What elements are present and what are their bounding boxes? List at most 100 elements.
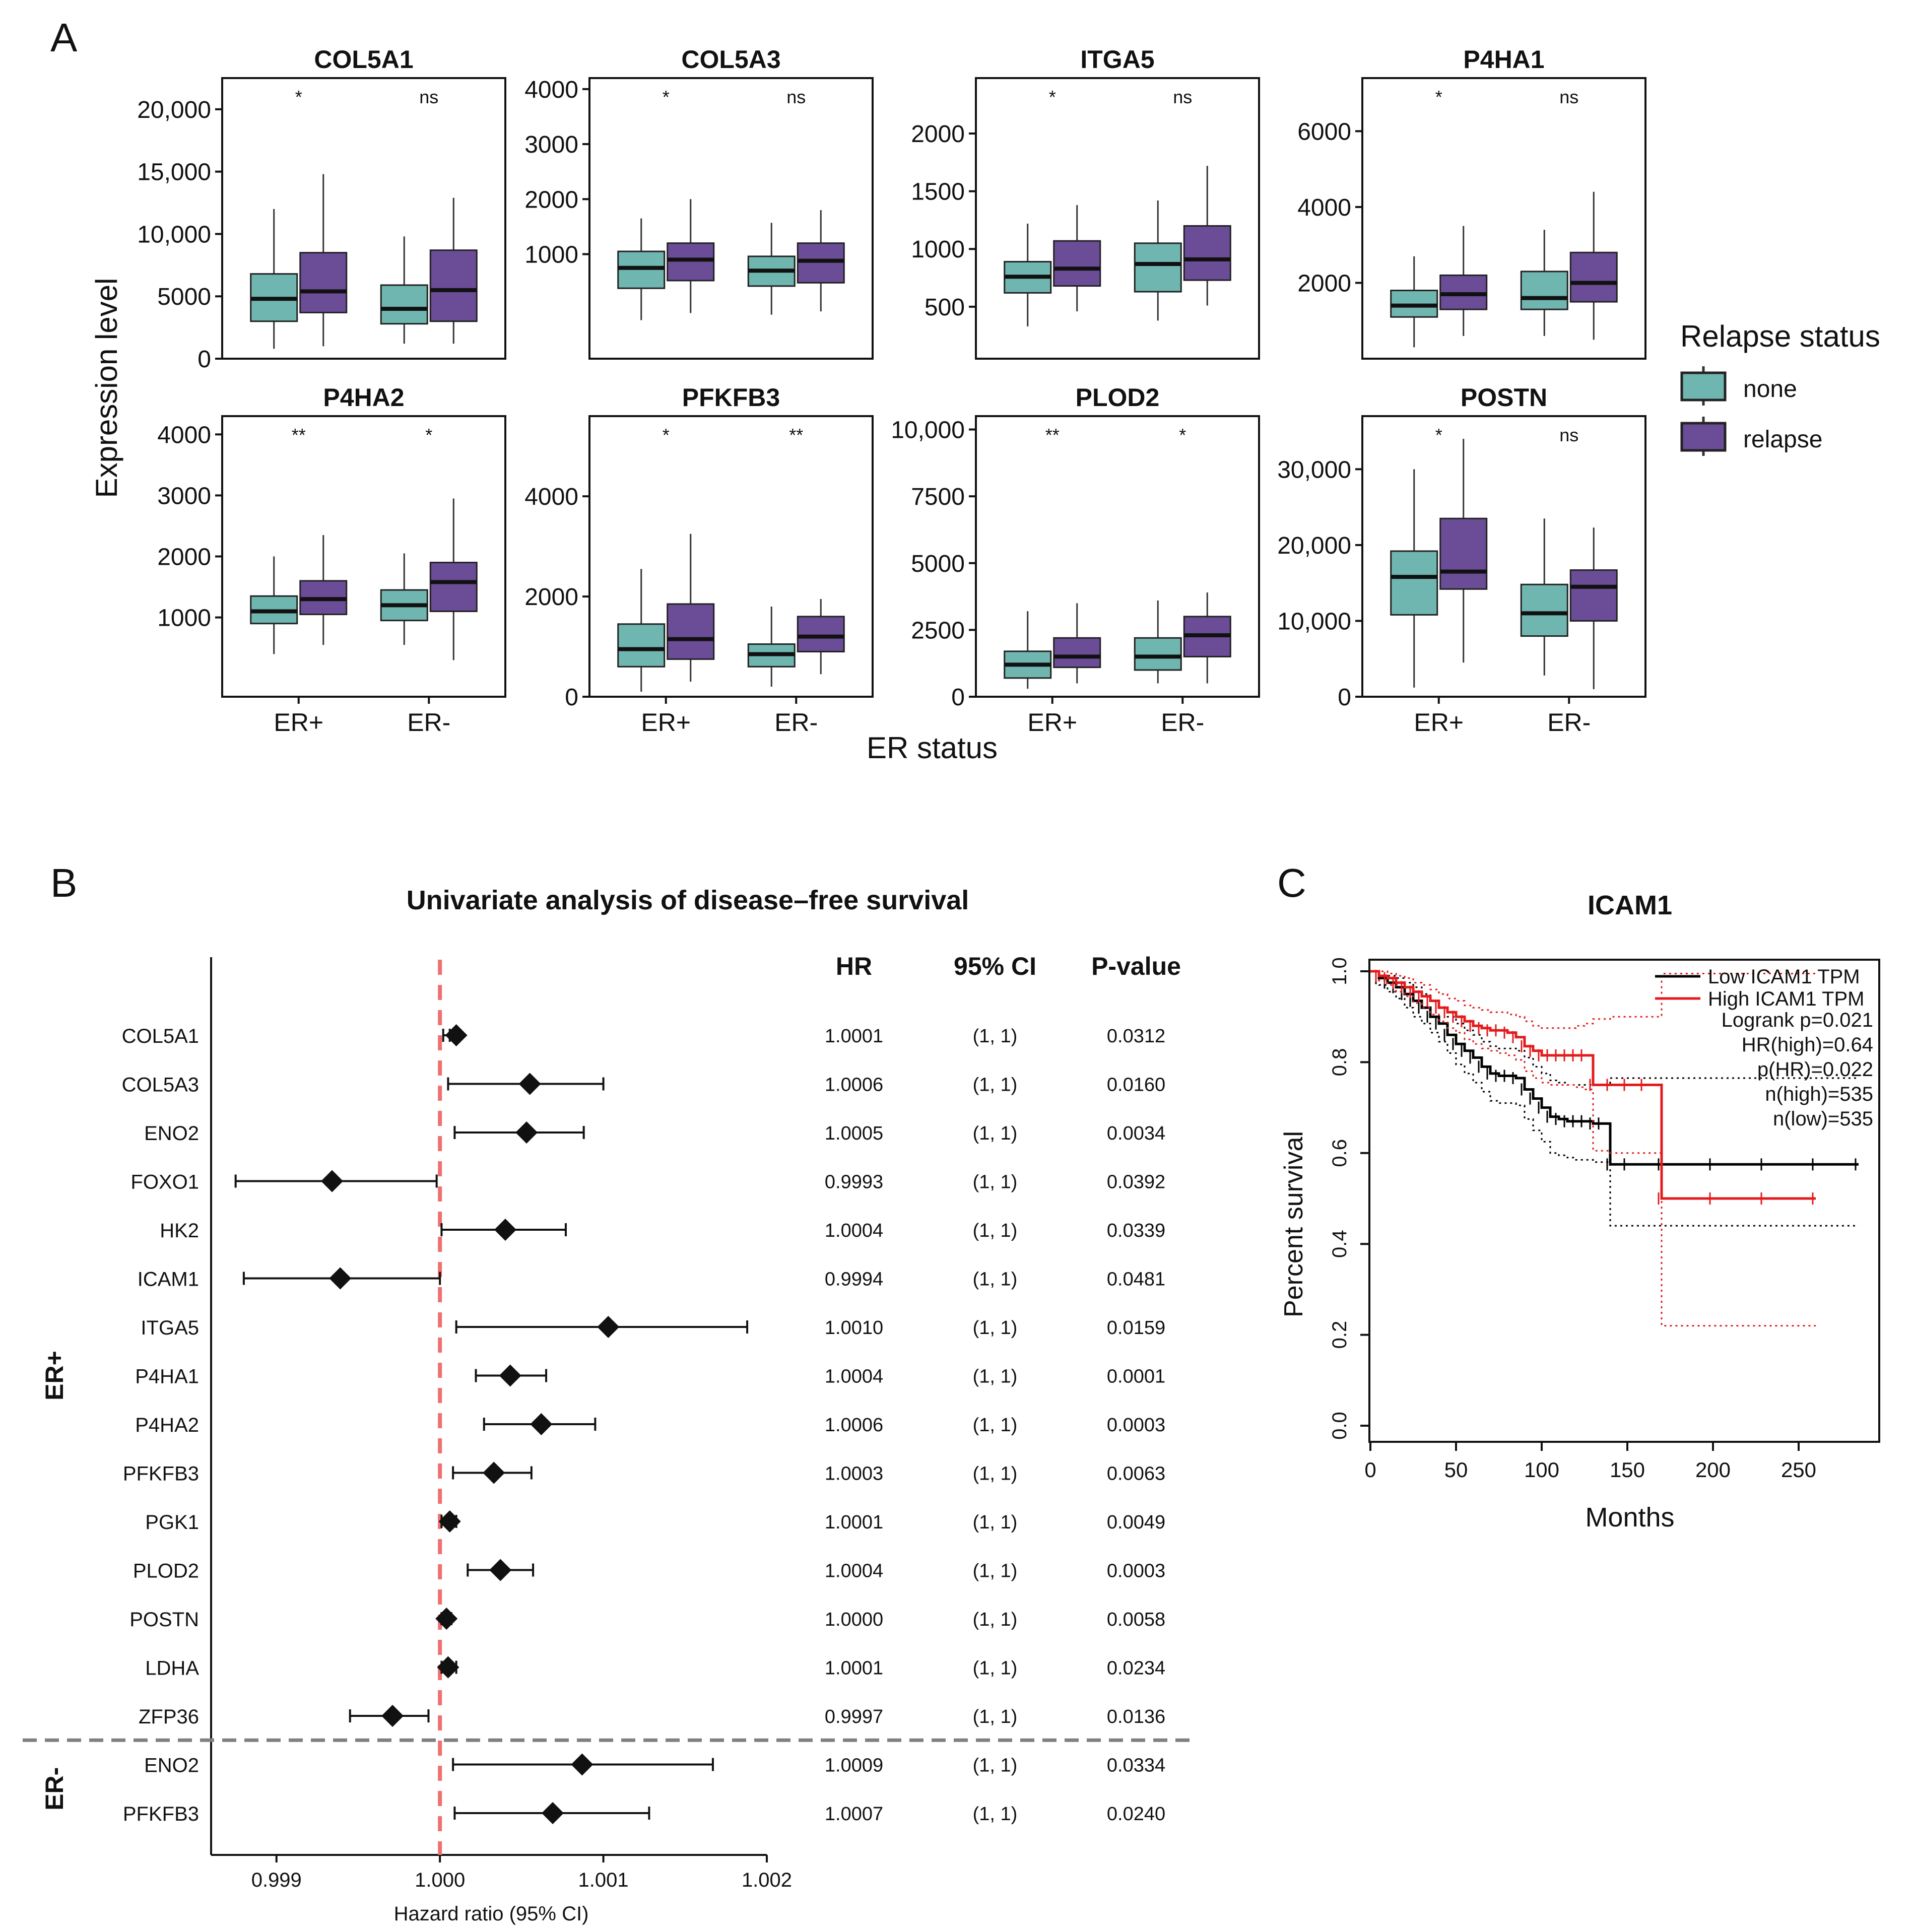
y-tick-label: 2500 <box>911 617 965 644</box>
forest-gene-label: LDHA <box>145 1657 199 1680</box>
box-relapse <box>429 249 478 322</box>
box-relapse <box>429 562 478 612</box>
legend-label-relapse: relapse <box>1743 426 1822 453</box>
forest-gene-label: PFKFB3 <box>123 1463 199 1485</box>
y-tick-label: 1000 <box>524 241 578 268</box>
forest-gene-label: COL5A3 <box>122 1074 199 1096</box>
forest-hr-value: 1.0001 <box>825 1658 883 1679</box>
forest-point <box>542 1802 564 1824</box>
forest-title: Univariate analysis of disease–free surv… <box>407 885 969 915</box>
y-tick-label: 7500 <box>911 484 965 510</box>
forest-point <box>438 1510 461 1533</box>
x-tick-label: ER- <box>1161 708 1204 737</box>
gene-title: PLOD2 <box>1076 383 1160 412</box>
y-tick-label: 0 <box>1338 684 1351 711</box>
significance-label: ns <box>1559 425 1578 445</box>
forest-gene-label: PLOD2 <box>133 1560 199 1582</box>
gene-title: COL5A1 <box>314 45 413 74</box>
forest-hr-value: 1.0003 <box>825 1463 883 1485</box>
forest-hr-value: 1.0001 <box>825 1026 883 1047</box>
forest-ci-value: (1, 1) <box>973 1463 1018 1485</box>
x-tick-label: ER- <box>774 708 818 737</box>
forest-hr-value: 1.0005 <box>825 1123 883 1144</box>
km-xlabel: Months <box>1585 1502 1674 1533</box>
km-x-tick-label: 100 <box>1524 1458 1559 1482</box>
forest-hr-value: 1.0004 <box>825 1366 883 1387</box>
significance-label: * <box>295 87 302 107</box>
forest-p-value: 0.0160 <box>1107 1075 1165 1096</box>
gene-title: P4HA1 <box>1463 45 1544 74</box>
gene-title: PFKFB3 <box>682 383 780 412</box>
forest-hr-value: 1.0004 <box>825 1220 883 1241</box>
forest-point <box>445 1024 468 1046</box>
y-tick-label: 2000 <box>524 584 578 611</box>
forest-ci-value: (1, 1) <box>973 1026 1018 1047</box>
forest-point <box>518 1073 541 1095</box>
forest-p-value: 0.0003 <box>1107 1415 1165 1436</box>
forest-hr-value: 1.0001 <box>825 1512 883 1533</box>
forest-ci-value: (1, 1) <box>973 1658 1018 1679</box>
significance-label: * <box>663 87 670 107</box>
gene-title: COL5A3 <box>681 45 780 74</box>
x-tick-label: ER+ <box>641 708 691 737</box>
boxplot-frame <box>588 77 874 360</box>
x-tick-label: ER- <box>407 708 450 737</box>
forest-group-label: ER- <box>40 1767 69 1811</box>
forest-point <box>597 1316 620 1338</box>
box-relapse <box>797 242 845 284</box>
forest-ci-value: (1, 1) <box>973 1512 1018 1533</box>
forest-xlabel: Hazard ratio (95% CI) <box>394 1903 589 1925</box>
y-tick-label: 0 <box>197 346 211 373</box>
km-x-tick-label: 200 <box>1695 1458 1731 1482</box>
box-relapse <box>1053 240 1101 287</box>
forest-p-value: 0.0136 <box>1107 1706 1165 1727</box>
km-y-tick-label: 0.4 <box>1329 1230 1351 1258</box>
forest-hr-value: 1.0006 <box>825 1075 883 1096</box>
y-tick-label: 500 <box>925 294 965 321</box>
forest-point <box>381 1705 404 1727</box>
km-annotation: p(HR)=0.022 <box>1757 1058 1873 1081</box>
forest-hr-value: 1.0000 <box>825 1609 883 1630</box>
km-ci-upper-1 <box>1370 970 1816 1029</box>
forest-p-value: 0.0339 <box>1107 1220 1165 1241</box>
forest-gene-label: HK2 <box>160 1220 199 1242</box>
gene-title: ITGA5 <box>1080 45 1154 74</box>
forest-gene-label: PFKFB3 <box>123 1803 199 1825</box>
forest-p-value: 0.0159 <box>1107 1317 1165 1339</box>
forest-point <box>499 1364 521 1387</box>
km-annotation: n(low)=535 <box>1773 1108 1873 1130</box>
box-relapse <box>797 616 845 652</box>
legend-title: Relapse status <box>1680 319 1880 353</box>
forest-hr-value: 0.9997 <box>825 1706 883 1727</box>
box-none <box>1390 550 1438 616</box>
panel-a-label: A <box>50 15 78 60</box>
km-ylabel: Percent survival <box>1279 1131 1308 1317</box>
legend-label-none: none <box>1743 376 1797 403</box>
boxplot-frame <box>588 415 874 698</box>
forest-p-value: 0.0312 <box>1107 1026 1165 1047</box>
forest-gene-label: COL5A1 <box>122 1025 199 1047</box>
y-tick-label: 0 <box>951 684 965 711</box>
km-y-tick-label: 0.6 <box>1329 1139 1351 1167</box>
forest-ci-value: (1, 1) <box>973 1269 1018 1290</box>
y-tick-label: 1500 <box>911 179 965 206</box>
forest-ci-value: (1, 1) <box>973 1366 1018 1387</box>
box-relapse <box>299 252 348 313</box>
forest-point <box>494 1219 516 1241</box>
legend-swatch-none <box>1680 371 1727 402</box>
y-tick-label: 10,000 <box>1277 608 1351 635</box>
significance-label: ** <box>1045 425 1060 445</box>
forest-ci-value: (1, 1) <box>973 1123 1018 1144</box>
box-none <box>1134 242 1182 293</box>
km-x-tick-label: 0 <box>1364 1458 1376 1482</box>
y-tick-label: 15,000 <box>137 159 211 186</box>
gene-title: P4HA2 <box>323 383 404 412</box>
forest-gene-label: ICAM1 <box>138 1269 199 1291</box>
km-y-tick-label: 0.2 <box>1329 1321 1351 1349</box>
y-tick-label: 2000 <box>524 186 578 213</box>
significance-label: ns <box>1559 87 1578 107</box>
forest-col-hr: HR <box>836 952 872 980</box>
y-tick-label: 4000 <box>524 77 578 103</box>
panel-c-km: 0 50 100 150 200 250 0.0 0.2 0.4 0.6 0.8 1.0 Low ICA… <box>1329 957 1880 1482</box>
km-legend-label: High ICAM1 TPM <box>1708 988 1864 1010</box>
